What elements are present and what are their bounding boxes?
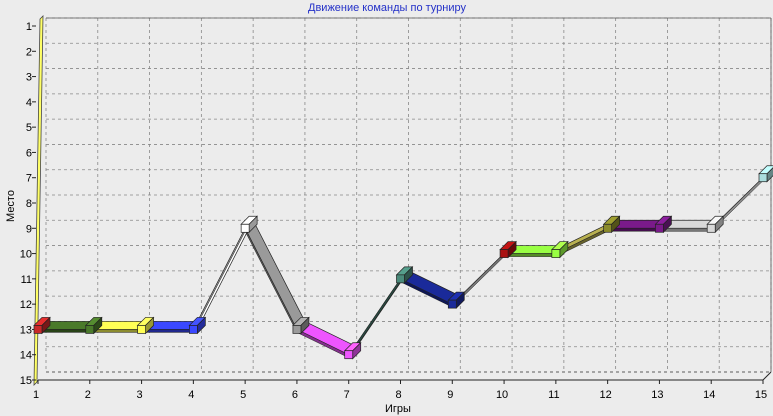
x-tick-label: 10 [496, 389, 508, 401]
chart-series-segments [37, 169, 772, 359]
series-point-15 [758, 165, 773, 183]
series-point-3 [136, 316, 155, 335]
y-tick-label: 2 [26, 46, 32, 58]
x-tick-label: 7 [344, 389, 350, 401]
y-tick-label: 4 [26, 97, 32, 109]
x-tick-label: 4 [188, 389, 194, 401]
chart-background [33, 15, 768, 386]
y-tick-label: 13 [20, 324, 32, 336]
x-tick-label: 5 [240, 389, 246, 401]
series-point-9 [447, 291, 466, 309]
y-axis-label: Место [5, 190, 17, 222]
series-point-1 [33, 316, 51, 335]
x-axis-label: Игры [385, 403, 411, 415]
x-tick-label: 12 [600, 389, 612, 401]
series-segment-10 [503, 245, 565, 257]
y-tick-label: 14 [20, 350, 32, 362]
marker-front [447, 299, 457, 309]
marker-front [758, 173, 768, 183]
series-point-5 [240, 215, 258, 234]
series-point-12 [602, 215, 621, 234]
x-tick-label: 8 [395, 389, 401, 401]
x-tick-label: 14 [703, 389, 715, 401]
x-tick-label: 6 [292, 389, 298, 401]
plot-area [35, 18, 768, 380]
y-tick-label: 9 [26, 223, 32, 235]
y-tick-label: 7 [26, 173, 32, 185]
marker-front [189, 325, 198, 334]
marker-front [292, 325, 302, 334]
y-tick-label: 11 [21, 274, 32, 286]
marker-front [603, 223, 612, 233]
marker-front [344, 350, 354, 360]
series-point-7 [343, 341, 362, 360]
x-tick-label: 9 [447, 389, 453, 401]
marker-front [551, 249, 561, 258]
y-tick-label: 3 [26, 72, 32, 84]
series-point-11 [551, 240, 569, 259]
y-tick-label: 6 [26, 147, 32, 159]
left-wall [33, 15, 44, 386]
x-tick-label: 13 [651, 389, 663, 401]
series-point-6 [292, 316, 310, 335]
chart-tick-labels: 1 2 3 4 5 6 7 8 9 10 11 12 13 14 151234567891011121314… [20, 21, 767, 401]
series-point-2 [84, 316, 103, 335]
marker-front [137, 325, 146, 334]
x-tick-label: 2 [85, 389, 91, 401]
y-tick-label: 12 [20, 299, 32, 311]
series-point-10 [499, 240, 517, 259]
chart-title: Движение команды по турниру [308, 2, 466, 14]
series-point-13 [654, 215, 673, 234]
marker-front [499, 249, 509, 258]
y-tick-label: 5 [26, 122, 32, 134]
marker-front [240, 223, 250, 233]
y-tick-label: 15 [20, 375, 32, 387]
series-point-14 [706, 215, 725, 234]
x-tick-label: 11 [548, 389, 559, 401]
x-tick-label: 1 [33, 389, 39, 401]
series-point-8 [395, 266, 414, 284]
y-tick-label: 10 [20, 249, 32, 261]
marker-front [85, 325, 95, 334]
x-axis-corner [762, 371, 772, 381]
marker-front [33, 325, 43, 334]
y-tick-label: 1 [26, 21, 32, 33]
marker-front [396, 274, 405, 284]
chart-series-markers [33, 165, 773, 360]
y-tick-label: 8 [26, 198, 32, 210]
x-tick-label: 3 [137, 389, 143, 401]
marker-front [706, 223, 716, 233]
x-tick-label: 15 [755, 389, 767, 401]
marker-front [655, 223, 664, 233]
series-point-4 [188, 316, 207, 335]
